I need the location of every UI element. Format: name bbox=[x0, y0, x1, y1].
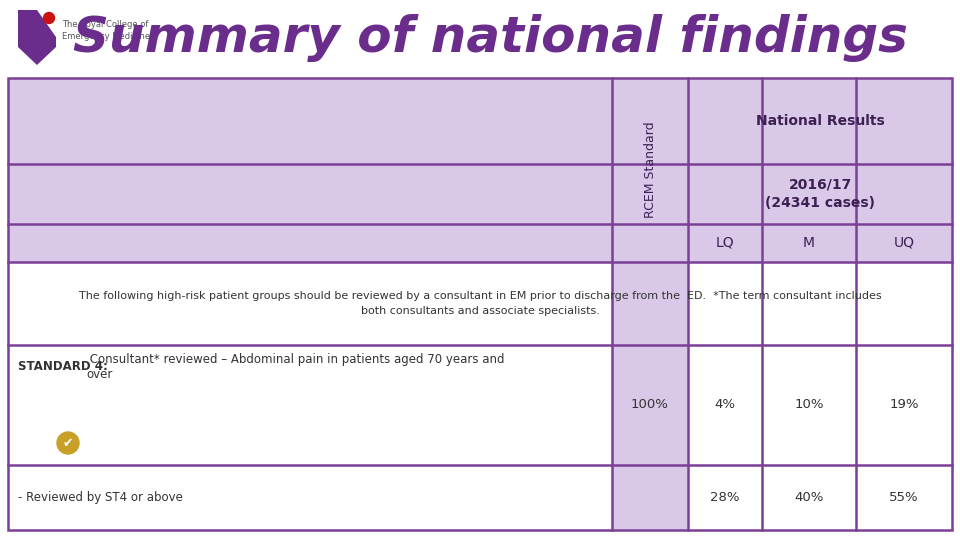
Polygon shape bbox=[37, 10, 56, 37]
Text: 100%: 100% bbox=[631, 399, 669, 411]
Bar bbox=[612, 78, 688, 530]
Text: 4%: 4% bbox=[714, 399, 735, 411]
Text: The Royal College of
Emergency Medicine: The Royal College of Emergency Medicine bbox=[62, 20, 150, 41]
Text: 10%: 10% bbox=[794, 399, 824, 411]
Circle shape bbox=[43, 12, 55, 24]
Text: National Results: National Results bbox=[756, 114, 884, 128]
Bar bbox=[8, 78, 952, 530]
Text: LQ: LQ bbox=[716, 236, 734, 250]
Text: UQ: UQ bbox=[894, 236, 915, 250]
Text: The following high-risk patient groups should be reviewed by a consultant in EM : The following high-risk patient groups s… bbox=[79, 291, 881, 316]
Text: Summary of national findings: Summary of national findings bbox=[73, 14, 907, 62]
Text: - Reviewed by ST4 or above: - Reviewed by ST4 or above bbox=[18, 491, 182, 504]
Text: 2016/17
(24341 cases): 2016/17 (24341 cases) bbox=[765, 178, 875, 210]
Text: STANDARD 4:: STANDARD 4: bbox=[18, 361, 108, 374]
Text: 55%: 55% bbox=[889, 491, 919, 504]
Circle shape bbox=[57, 432, 79, 454]
Text: 40%: 40% bbox=[794, 491, 824, 504]
Text: M: M bbox=[803, 236, 815, 250]
Text: RCEM Standard: RCEM Standard bbox=[643, 122, 657, 218]
Text: 19%: 19% bbox=[889, 399, 919, 411]
Bar bbox=[8, 78, 952, 262]
Text: 28%: 28% bbox=[710, 491, 740, 504]
Text: ✔: ✔ bbox=[62, 436, 73, 449]
Text: Consultant* reviewed – Abdominal pain in patients aged 70 years and
over: Consultant* reviewed – Abdominal pain in… bbox=[86, 353, 505, 381]
Polygon shape bbox=[18, 10, 56, 65]
